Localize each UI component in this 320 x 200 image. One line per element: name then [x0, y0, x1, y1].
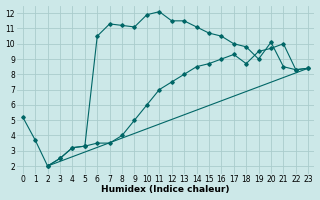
- X-axis label: Humidex (Indice chaleur): Humidex (Indice chaleur): [101, 185, 230, 194]
